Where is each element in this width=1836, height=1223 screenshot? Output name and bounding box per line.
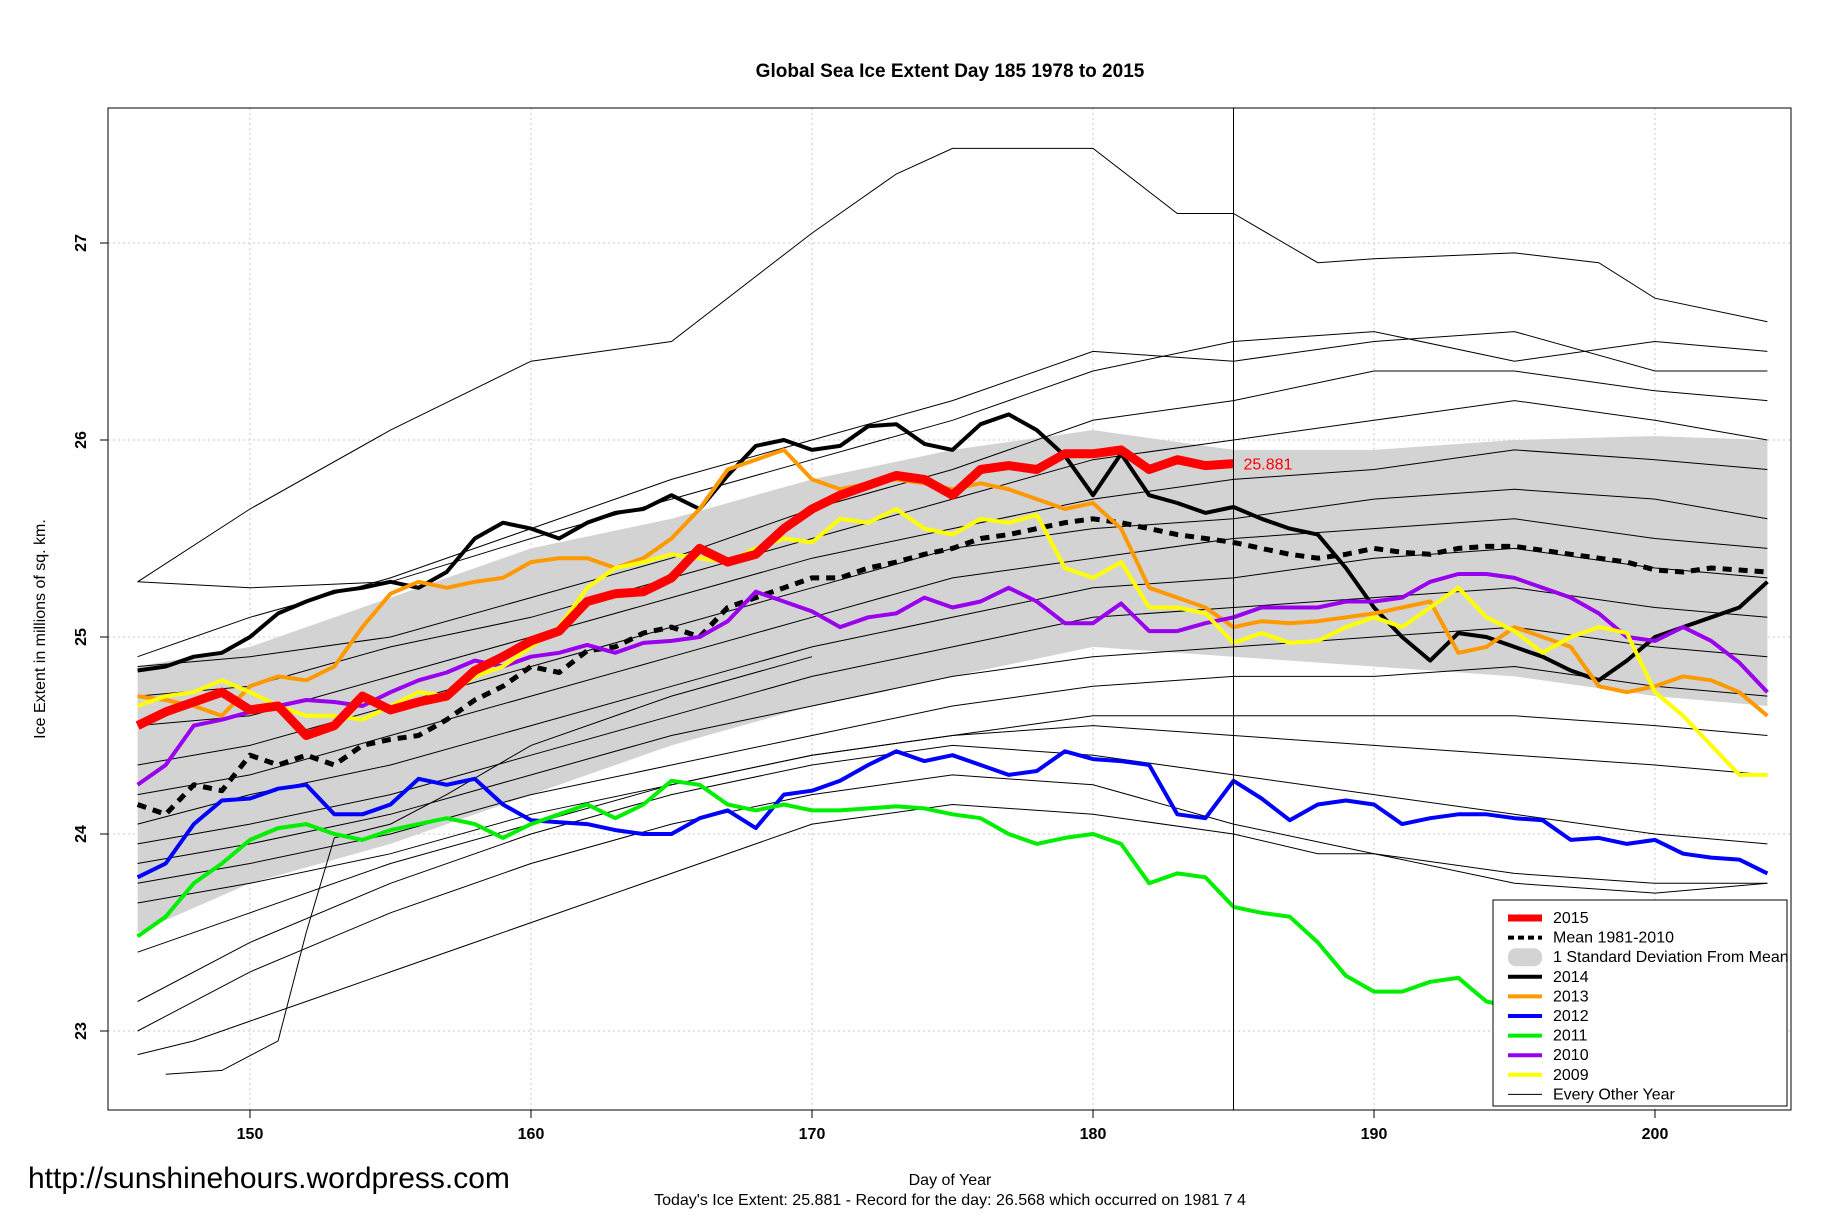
legend-label: 2012 [1553, 1008, 1589, 1025]
std-dev-band [137, 430, 1768, 933]
y-tick-label: 24 [73, 825, 90, 843]
today-value-annotation: 25.881 [1244, 457, 1293, 474]
y-tick-label: 25 [73, 628, 90, 646]
plot-area: 25.881 [107, 107, 1792, 1111]
other-year-line [137, 803, 1768, 1056]
other-year-line [137, 774, 1768, 1032]
series-line-2009 [136, 507, 1768, 777]
legend-swatch [1508, 948, 1542, 967]
legend-label: 2010 [1553, 1047, 1589, 1064]
legend-label: 2009 [1553, 1067, 1589, 1084]
x-tick-label: 180 [1080, 1126, 1107, 1143]
other-year-line [137, 370, 1768, 667]
y-tick-label: 23 [73, 1022, 90, 1040]
other-year-line [137, 547, 1768, 825]
std-dev-band-area [137, 430, 1768, 933]
other-year-line [137, 449, 1768, 727]
y-tick-label: 27 [73, 234, 90, 252]
x-axis-label: Day of Year [909, 1172, 992, 1189]
chart-title: Global Sea Ice Extent Day 185 1978 to 20… [756, 61, 1145, 82]
legend-label: 2011 [1553, 1028, 1588, 1045]
other-year-line [137, 725, 1768, 953]
legend: 2015 Mean 1981-2010 1 Standard Deviation F… [1492, 899, 1789, 1107]
x-tick-label: 190 [1361, 1126, 1388, 1143]
legend-label: Every Other Year [1553, 1086, 1676, 1103]
series-line-2015 [135, 445, 1234, 740]
x-tick-label: 200 [1642, 1126, 1669, 1143]
y-tick-label: 26 [73, 431, 90, 449]
legend-label: Mean 1981-2010 [1553, 930, 1674, 947]
legend-label: 1 Standard Deviation From Mean [1553, 949, 1789, 966]
x-axis: 150 160 170 180 190 200 [237, 1110, 1669, 1143]
x-tick-label: 170 [799, 1126, 826, 1143]
y-axis-label: Ice Extent in millions of sq. km. [32, 519, 49, 739]
other-year-line [137, 587, 1768, 845]
other-year-line [137, 147, 1768, 583]
legend-label: 2015 [1553, 910, 1589, 927]
legend-box [1492, 899, 1788, 1107]
other-year-line [165, 656, 813, 1075]
x-tick-label: 150 [237, 1126, 264, 1143]
other-year-line [137, 331, 1768, 658]
series-line-2010 [136, 572, 1769, 787]
footer-note: Today's Ice Extent: 25.881 - Record for … [654, 1192, 1246, 1209]
site-url: http://sunshinehours.wordpress.com [28, 1162, 510, 1195]
other-year-line [137, 518, 1768, 796]
plot-frame [107, 107, 1792, 1111]
legend-label: 2014 [1553, 969, 1589, 986]
series-line-2012 [136, 749, 1769, 880]
y-axis: 23 24 25 26 27 [73, 234, 108, 1040]
legend-label: 2013 [1553, 988, 1589, 1005]
x-tick-label: 160 [518, 1126, 545, 1143]
series-line-mean-1981-2010 [136, 516, 1768, 817]
other-year-line [137, 665, 1768, 884]
other-year-line [137, 744, 1768, 1002]
